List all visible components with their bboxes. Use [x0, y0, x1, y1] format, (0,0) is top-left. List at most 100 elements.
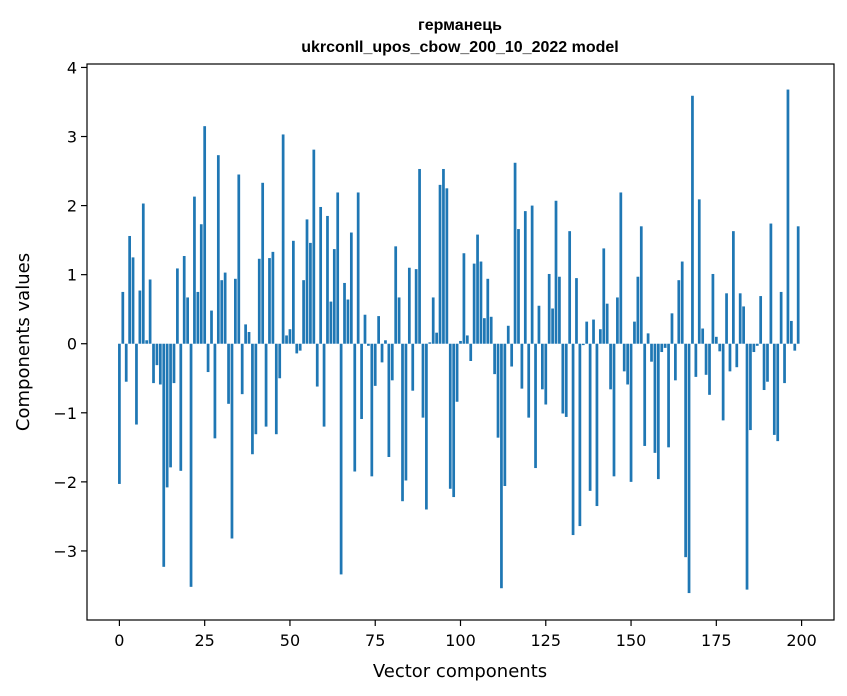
- bar: [353, 343, 357, 472]
- bar: [418, 168, 421, 344]
- bar: [527, 343, 531, 418]
- bar: [772, 343, 776, 435]
- bar: [790, 320, 793, 344]
- bar: [520, 343, 524, 389]
- bar: [749, 343, 752, 431]
- bar: [343, 282, 346, 344]
- bar: [230, 343, 234, 539]
- bar: [745, 343, 749, 590]
- bar: [131, 257, 135, 344]
- bar: [694, 343, 698, 377]
- bar: [701, 328, 705, 344]
- bar: [786, 89, 790, 344]
- x-tick-label: 0: [114, 631, 124, 650]
- bar: [537, 305, 541, 344]
- bar: [240, 343, 244, 395]
- bar: [544, 343, 548, 405]
- bar: [656, 343, 660, 480]
- bar: [472, 263, 476, 344]
- bar: [510, 343, 514, 367]
- bar: [138, 290, 142, 344]
- bar: [172, 343, 176, 384]
- bar: [278, 343, 282, 379]
- bar: [176, 268, 179, 344]
- bar: [414, 269, 418, 344]
- bar: [476, 234, 479, 344]
- bar: [622, 343, 626, 372]
- bar: [500, 343, 503, 589]
- bar: [609, 343, 612, 390]
- bar: [268, 258, 271, 344]
- bar: [367, 343, 370, 346]
- bar: [145, 340, 149, 344]
- bar: [360, 343, 363, 420]
- bar: [292, 240, 295, 344]
- bar: [602, 248, 606, 344]
- bar: [128, 235, 131, 344]
- bar: [162, 343, 166, 567]
- bar: [435, 332, 438, 344]
- x-tick-label: 150: [616, 631, 647, 650]
- bar: [193, 196, 196, 344]
- y-tick-label: −3: [53, 542, 77, 561]
- bar: [305, 219, 309, 344]
- bar: [496, 343, 500, 438]
- y-tick-label: −1: [53, 404, 77, 423]
- bar: [377, 316, 380, 344]
- bar: [558, 276, 561, 344]
- bar: [309, 242, 312, 344]
- bar: [401, 343, 404, 502]
- bar: [158, 343, 162, 385]
- bar: [639, 226, 643, 344]
- bar: [281, 134, 285, 344]
- bar: [646, 333, 650, 344]
- bar: [503, 343, 507, 487]
- bar: [735, 343, 739, 368]
- bar: [575, 278, 578, 344]
- bar: [718, 343, 722, 352]
- bar: [121, 291, 125, 344]
- bar: [302, 280, 305, 344]
- bar: [517, 229, 520, 344]
- bar: [742, 306, 745, 344]
- bar: [465, 335, 469, 344]
- bar: [179, 343, 183, 471]
- bar: [670, 313, 674, 344]
- bar: [626, 343, 629, 385]
- bar: [261, 182, 265, 344]
- bar: [411, 343, 415, 391]
- bar: [404, 343, 408, 481]
- bar: [206, 343, 210, 373]
- bar: [793, 343, 797, 351]
- bar: [442, 168, 445, 344]
- bar: [445, 188, 449, 344]
- bar: [633, 321, 636, 344]
- ticks-layer: 0 25 50 75 100 125 150 175 200 −3 −2 −1 0 1 2 3 4: [53, 58, 816, 650]
- bar: [182, 256, 186, 344]
- bar: [752, 343, 756, 353]
- bar: [387, 343, 391, 457]
- bar: [738, 293, 742, 344]
- bar: [135, 343, 138, 425]
- bar: [397, 297, 401, 344]
- bar: [336, 192, 340, 344]
- bar: [455, 343, 459, 402]
- bar: [210, 310, 213, 344]
- bar: [326, 215, 329, 344]
- bar: [687, 343, 691, 594]
- bar: [530, 205, 534, 344]
- bar: [223, 272, 227, 344]
- bar: [322, 343, 326, 427]
- bar: [295, 343, 299, 354]
- bar: [581, 343, 585, 346]
- bar: [629, 343, 633, 482]
- bar: [534, 343, 537, 469]
- bar: [254, 343, 258, 435]
- bar: [759, 296, 763, 344]
- bar: [489, 316, 493, 344]
- bar: [660, 343, 664, 353]
- bar: [186, 297, 189, 344]
- x-tick-label: 50: [280, 631, 300, 650]
- bar: [725, 293, 728, 344]
